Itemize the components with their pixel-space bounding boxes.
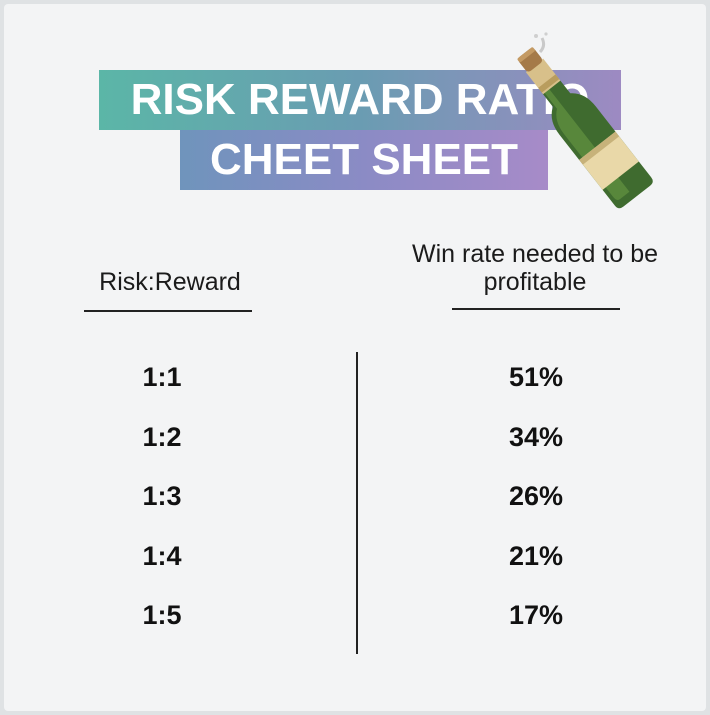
header-win-rate: Win rate needed to be profitable xyxy=(412,240,658,296)
table-row: 1:1 51% xyxy=(0,348,710,408)
win-rate-cell: 51% xyxy=(508,362,564,392)
header-underline-right xyxy=(452,308,620,310)
ratio-cell: 1:2 xyxy=(142,421,182,452)
table-row: 1:4 21% xyxy=(0,527,710,587)
table-row: 1:5 17% xyxy=(0,586,710,646)
title-line-2: CHEET SHEET xyxy=(180,130,548,190)
column-divider xyxy=(356,352,358,654)
table-row: 1:2 34% xyxy=(0,408,710,468)
win-rate-cell: 21% xyxy=(508,540,564,571)
header-risk-reward: Risk:Reward xyxy=(99,268,241,296)
win-rate-cell: 17% xyxy=(508,600,564,630)
ratio-table: 1:1 51% 1:2 34% 1:3 26% 1:4 21% 1:5 17% xyxy=(0,348,710,646)
champagne-bottle-icon xyxy=(517,32,653,209)
table-row: 1:3 26% xyxy=(0,467,710,527)
win-rate-cell: 26% xyxy=(508,481,564,511)
header-underline-left xyxy=(84,310,252,312)
ratio-cell: 1:1 xyxy=(142,362,182,392)
win-rate-cell: 34% xyxy=(508,421,564,452)
ratio-cell: 1:5 xyxy=(142,600,182,630)
ratio-cell: 1:3 xyxy=(142,481,182,511)
ratio-cell: 1:4 xyxy=(142,540,182,571)
